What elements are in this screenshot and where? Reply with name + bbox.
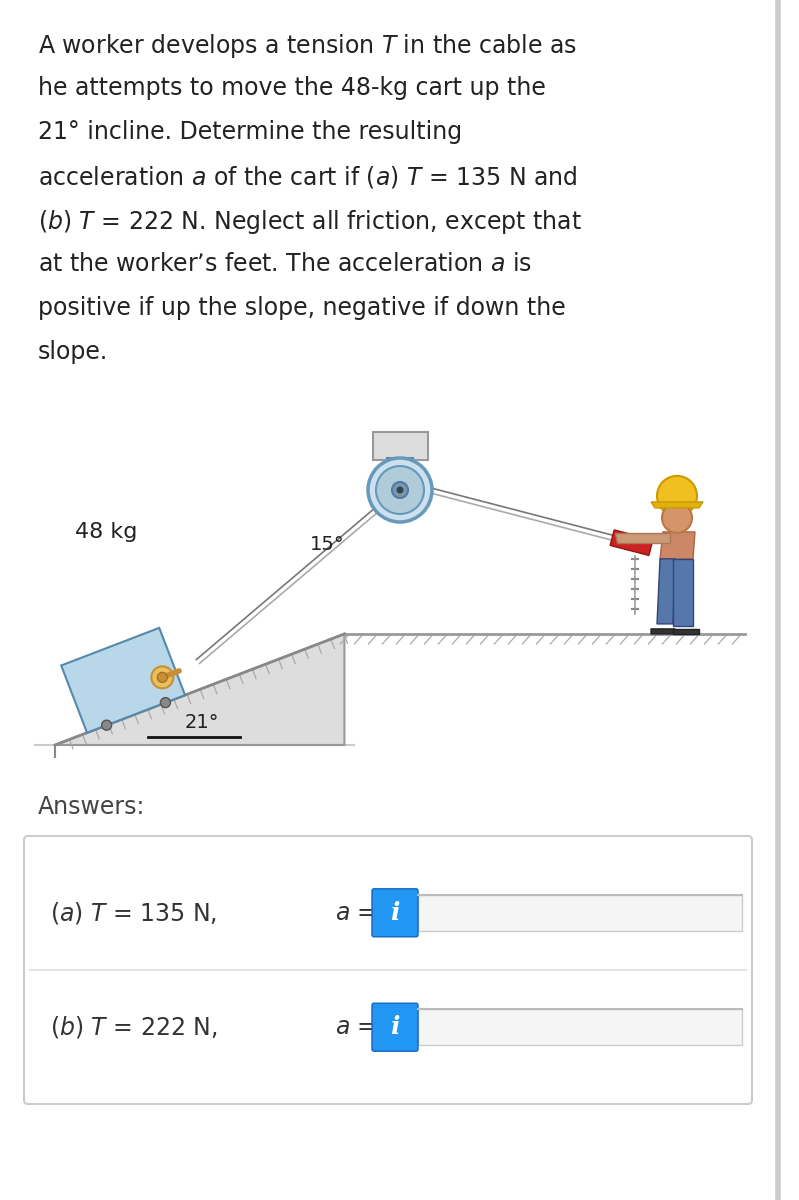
- Text: $a$ =: $a$ =: [335, 901, 376, 925]
- Circle shape: [368, 458, 432, 522]
- FancyBboxPatch shape: [372, 1003, 418, 1051]
- Bar: [372, 432, 427, 460]
- Text: 21° incline. Determine the resulting: 21° incline. Determine the resulting: [38, 120, 462, 144]
- Text: $a$ =: $a$ =: [335, 1015, 376, 1039]
- FancyBboxPatch shape: [24, 836, 752, 1104]
- Polygon shape: [660, 532, 695, 559]
- Circle shape: [657, 476, 697, 516]
- Text: 48 kg: 48 kg: [75, 522, 137, 542]
- Text: he attempts to move the 48-kg cart up the: he attempts to move the 48-kg cart up th…: [38, 76, 546, 100]
- Text: i: i: [390, 901, 400, 925]
- Text: Answers:: Answers:: [38, 794, 145, 818]
- Text: slope.: slope.: [38, 340, 108, 364]
- Circle shape: [396, 486, 403, 493]
- FancyBboxPatch shape: [372, 889, 418, 937]
- Polygon shape: [651, 502, 703, 508]
- Text: 21°: 21°: [185, 713, 220, 732]
- Bar: [418, 1009, 742, 1045]
- Text: $(b)$ $T$ = 222 N,: $(b)$ $T$ = 222 N,: [50, 1014, 217, 1040]
- Circle shape: [662, 503, 692, 533]
- Circle shape: [392, 482, 408, 498]
- Circle shape: [101, 720, 112, 730]
- Polygon shape: [615, 533, 670, 542]
- Circle shape: [161, 697, 170, 708]
- Bar: [610, 530, 653, 556]
- Circle shape: [157, 672, 167, 683]
- Polygon shape: [657, 559, 675, 624]
- Text: at the worker’s feet. The acceleration $a$ is: at the worker’s feet. The acceleration $…: [38, 252, 532, 276]
- Text: i: i: [390, 1015, 400, 1039]
- Text: ($b$) $T$ = 222 N. Neglect all friction, except that: ($b$) $T$ = 222 N. Neglect all friction,…: [38, 208, 582, 236]
- Circle shape: [151, 666, 173, 689]
- Text: 15°: 15°: [310, 535, 344, 554]
- Text: $(a)$ $T$ = 135 N,: $(a)$ $T$ = 135 N,: [50, 900, 217, 926]
- Bar: [387, 458, 413, 482]
- Polygon shape: [651, 629, 675, 634]
- Polygon shape: [62, 628, 185, 733]
- Bar: [418, 895, 742, 931]
- Polygon shape: [55, 634, 344, 745]
- Text: acceleration $a$ of the cart if ($a$) $T$ = 135 N and: acceleration $a$ of the cart if ($a$) $T…: [38, 164, 578, 190]
- Text: A worker develops a tension $T$ in the cable as: A worker develops a tension $T$ in the c…: [38, 32, 577, 60]
- Polygon shape: [673, 559, 693, 626]
- Text: positive if up the slope, negative if down the: positive if up the slope, negative if do…: [38, 296, 566, 320]
- Circle shape: [376, 466, 424, 514]
- Polygon shape: [673, 629, 699, 634]
